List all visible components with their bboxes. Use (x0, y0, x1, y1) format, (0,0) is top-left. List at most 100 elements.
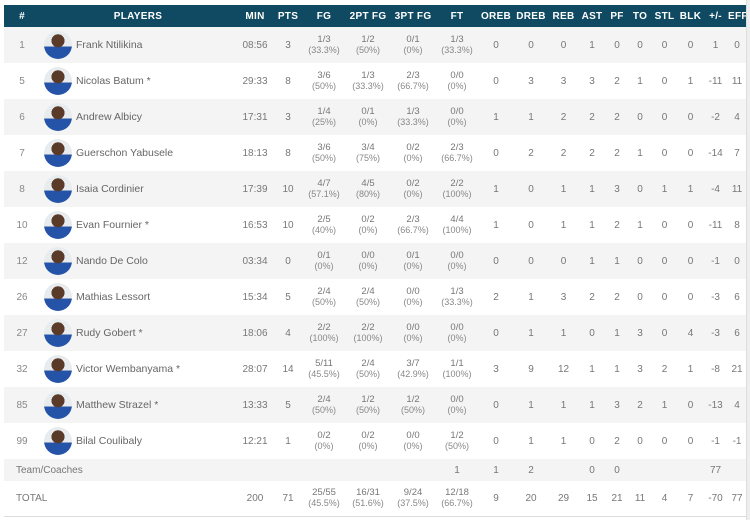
minutes: 18:13 (236, 135, 275, 171)
to: 0 (629, 99, 652, 135)
ft: 1/1 (100%) (436, 351, 479, 387)
fg3-made: 0/2 (406, 142, 420, 153)
fg-pct: (0%) (314, 441, 334, 451)
oreb: 2 (478, 279, 515, 315)
ft-pct: (33.3%) (441, 45, 473, 55)
fg3: 2/3 (66.7%) (390, 63, 437, 99)
column-header-[interactable]: +/- (703, 5, 729, 27)
player-row: 85 Matthew Strazel * 13:33 5 2/4 (50%) 1/2 (50%… (4, 387, 747, 423)
fg3-made: 0/0 (406, 286, 420, 297)
dreb: 3 (514, 63, 549, 99)
ast: 1 (579, 171, 606, 207)
ft-made: 1/1 (450, 358, 464, 369)
column-header-fg[interactable]: FG (302, 5, 347, 27)
fg3-pct: (0%) (403, 45, 423, 55)
minutes: 17:39 (236, 171, 275, 207)
column-header-3pt-fg[interactable]: 3PT FG (390, 5, 437, 27)
scrollbar[interactable] (746, 0, 750, 520)
player-avatar (44, 103, 72, 131)
column-header-min[interactable]: MIN (236, 5, 275, 27)
total-fg: 25/55 (45.5%) (302, 481, 347, 517)
player-name[interactable]: Matthew Strazel * (76, 387, 237, 423)
total-plus-minus: -70 (703, 481, 729, 517)
plus-minus: -11 (703, 207, 729, 243)
column-header-pts[interactable]: PTS (274, 5, 303, 27)
player-name[interactable]: Nando De Colo (76, 243, 237, 279)
points: 0 (274, 243, 303, 279)
pf: 2 (605, 135, 630, 171)
to: 0 (629, 243, 652, 279)
fg3-made: 3/7 (406, 358, 420, 369)
column-header-ast[interactable]: AST (579, 5, 606, 27)
player-name[interactable]: Mathias Lessort (76, 279, 237, 315)
fg3: 3/7 (42.9%) (390, 351, 437, 387)
jersey-number: 6 (4, 99, 40, 135)
player-name[interactable]: Andrew Albicy (76, 99, 237, 135)
column-header-stl[interactable]: STL (651, 5, 679, 27)
stl: 0 (651, 135, 679, 171)
player-name[interactable]: Bilal Coulibaly (76, 423, 237, 459)
column-header-reb[interactable]: REB (548, 5, 580, 27)
player-name[interactable]: Evan Fournier * (76, 207, 237, 243)
player-name[interactable]: Victor Wembanyama * (76, 351, 237, 387)
ft-pct: (0%) (447, 261, 467, 271)
column-header-2pt-fg[interactable]: 2PT FG (346, 5, 391, 27)
points: 3 (274, 27, 303, 63)
total-ft-made: 12/18 (445, 487, 469, 499)
column-header-players[interactable]: PLAYERS (40, 5, 237, 27)
column-header-dreb[interactable]: DREB (514, 5, 549, 27)
to: 1 (629, 63, 652, 99)
blk: 0 (678, 27, 704, 63)
player-name[interactable]: Guerschon Yabusele (76, 135, 237, 171)
player-name[interactable]: Rudy Gobert * (76, 315, 237, 351)
plus-minus (678, 459, 704, 481)
column-header-oreb[interactable]: OREB (478, 5, 515, 27)
ast: 1 (579, 243, 606, 279)
total-fg2-made: 16/31 (356, 487, 380, 499)
points: 5 (274, 279, 303, 315)
column-header-blk[interactable]: BLK (678, 5, 704, 27)
minutes: 29:33 (236, 63, 275, 99)
pf: 3 (605, 171, 630, 207)
player-row: 10 Evan Fournier * 16:53 10 2/5 (40%) 0/2 (0%) 2… (4, 207, 747, 243)
fg2-made: 2/4 (361, 286, 375, 297)
player-name[interactable]: Frank Ntilikina (76, 27, 237, 63)
fg: 2/2 (100%) (302, 315, 347, 351)
reb: 1 (548, 387, 580, 423)
ft-pct: (0%) (447, 333, 467, 343)
column-header-pf[interactable]: PF (605, 5, 630, 27)
player-name[interactable]: Nicolas Batum * (76, 63, 237, 99)
column-header-eff[interactable]: EFF (728, 5, 748, 27)
fg2-made: 2/2 (361, 322, 375, 333)
column-header-[interactable]: # (4, 5, 40, 27)
dreb: 0 (514, 243, 549, 279)
plus-minus: -2 (703, 99, 729, 135)
eff: 4 (728, 387, 747, 423)
reb: 2 (548, 99, 580, 135)
avatar-cell (40, 387, 76, 423)
fg2-made: 0/2 (361, 214, 375, 225)
fg3: 1/3 (33.3%) (390, 99, 437, 135)
fg3: 0/1 (0%) (390, 27, 437, 63)
column-header-to[interactable]: TO (629, 5, 652, 27)
total-oreb: 9 (478, 481, 515, 517)
dreb: 2 (514, 135, 549, 171)
to: 0 (629, 171, 652, 207)
fg-made: 2/5 (317, 214, 331, 225)
dreb: 1 (514, 315, 549, 351)
minutes: 03:34 (236, 243, 275, 279)
dreb: 1 (514, 99, 549, 135)
reb: 1 (548, 423, 580, 459)
total-dreb: 20 (514, 481, 549, 517)
column-header-ft[interactable]: FT (436, 5, 479, 27)
blk (651, 459, 679, 481)
eff: 77 (703, 459, 729, 481)
ft-made: 2/3 (450, 142, 464, 153)
player-name[interactable]: Isaia Cordinier (76, 171, 237, 207)
to: 1 (629, 207, 652, 243)
stl: 1 (651, 171, 679, 207)
avatar-cell (40, 423, 76, 459)
total-fg3: 9/24 (37.5%) (390, 481, 437, 517)
minutes: 16:53 (236, 207, 275, 243)
fg3: 1/2 (50%) (390, 387, 437, 423)
